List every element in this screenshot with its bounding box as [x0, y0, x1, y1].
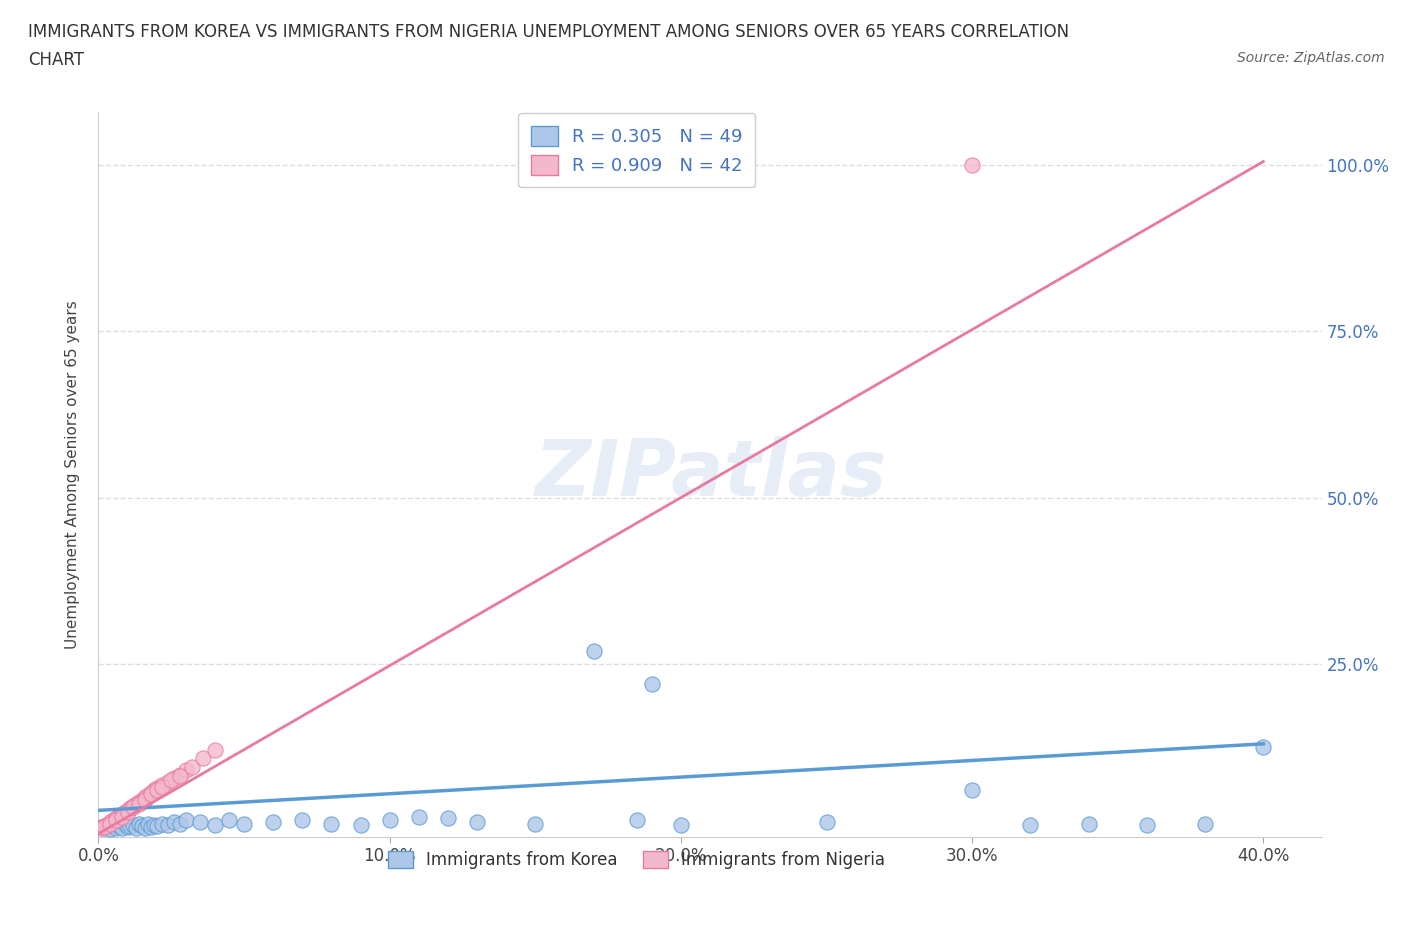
Point: [128, 794, 150, 809]
Point: [96, 817, 118, 832]
Point: [139, 819, 162, 834]
Point: [104, 820, 127, 835]
Point: [122, 800, 145, 815]
Y-axis label: Unemployment Among Seniors over 65 years: Unemployment Among Seniors over 65 years: [65, 300, 80, 649]
Text: ZIPatlas: ZIPatlas: [534, 436, 886, 512]
Point: [145, 783, 167, 798]
Point: [139, 786, 162, 801]
Point: [122, 799, 145, 814]
Point: [122, 817, 145, 832]
Point: [204, 817, 226, 832]
Point: [134, 790, 156, 804]
Point: [125, 796, 148, 811]
Point: [117, 819, 139, 834]
Point: [1077, 817, 1099, 831]
Point: [93, 819, 115, 834]
Point: [145, 819, 167, 834]
Point: [101, 817, 124, 831]
Point: [136, 788, 159, 803]
Point: [104, 812, 127, 827]
Point: [131, 792, 153, 807]
Point: [145, 781, 167, 796]
Point: [641, 676, 664, 691]
Point: [193, 751, 215, 766]
Point: [815, 815, 838, 830]
Point: [218, 813, 240, 828]
Point: [1194, 817, 1216, 831]
Point: [169, 767, 191, 782]
Point: [174, 763, 197, 777]
Point: [960, 157, 983, 172]
Point: [157, 775, 180, 790]
Point: [117, 803, 139, 817]
Point: [90, 821, 112, 836]
Point: [163, 771, 186, 786]
Point: [134, 821, 156, 836]
Point: [108, 818, 131, 833]
Point: [111, 810, 134, 825]
Text: Source: ZipAtlas.com: Source: ZipAtlas.com: [1237, 51, 1385, 65]
Point: [139, 786, 162, 801]
Point: [169, 768, 191, 783]
Point: [128, 817, 150, 831]
Point: [114, 804, 136, 819]
Point: [1136, 817, 1159, 832]
Point: [93, 819, 115, 834]
Point: [142, 783, 165, 798]
Point: [524, 817, 547, 831]
Point: [321, 817, 343, 831]
Point: [169, 817, 191, 831]
Point: [152, 779, 174, 794]
Point: [188, 815, 212, 830]
Point: [160, 773, 183, 788]
Point: [93, 821, 115, 836]
Point: [163, 815, 186, 830]
Point: [180, 760, 202, 775]
Point: [101, 813, 124, 828]
Point: [582, 644, 605, 658]
Point: [1253, 739, 1275, 754]
Point: [108, 810, 131, 825]
Point: [114, 817, 136, 831]
Point: [98, 821, 121, 836]
Point: [136, 817, 159, 831]
Point: [669, 817, 692, 832]
Point: [262, 815, 284, 830]
Point: [174, 813, 197, 828]
Point: [960, 783, 983, 798]
Point: [157, 817, 180, 832]
Point: [291, 813, 314, 828]
Text: IMMIGRANTS FROM KOREA VS IMMIGRANTS FROM NIGERIA UNEMPLOYMENT AMONG SENIORS OVER: IMMIGRANTS FROM KOREA VS IMMIGRANTS FROM…: [28, 23, 1069, 41]
Point: [120, 819, 142, 834]
Point: [104, 811, 127, 826]
Point: [349, 817, 371, 832]
Point: [117, 804, 139, 819]
Point: [626, 813, 648, 828]
Legend: Immigrants from Korea, Immigrants from Nigeria: Immigrants from Korea, Immigrants from N…: [378, 842, 896, 880]
Point: [204, 743, 226, 758]
Point: [120, 801, 142, 816]
Point: [408, 810, 430, 825]
Point: [131, 818, 153, 833]
Point: [128, 796, 150, 811]
Point: [142, 817, 165, 832]
Point: [233, 817, 256, 831]
Point: [96, 817, 118, 832]
Point: [437, 811, 460, 826]
Point: [152, 817, 174, 831]
Point: [152, 777, 174, 792]
Point: [378, 813, 401, 828]
Point: [134, 793, 156, 808]
Text: CHART: CHART: [28, 51, 84, 69]
Point: [98, 815, 121, 830]
Point: [111, 821, 134, 836]
Point: [465, 815, 488, 830]
Point: [90, 819, 112, 834]
Point: [111, 806, 134, 821]
Point: [125, 820, 148, 835]
Point: [98, 817, 121, 831]
Point: [1019, 817, 1042, 832]
